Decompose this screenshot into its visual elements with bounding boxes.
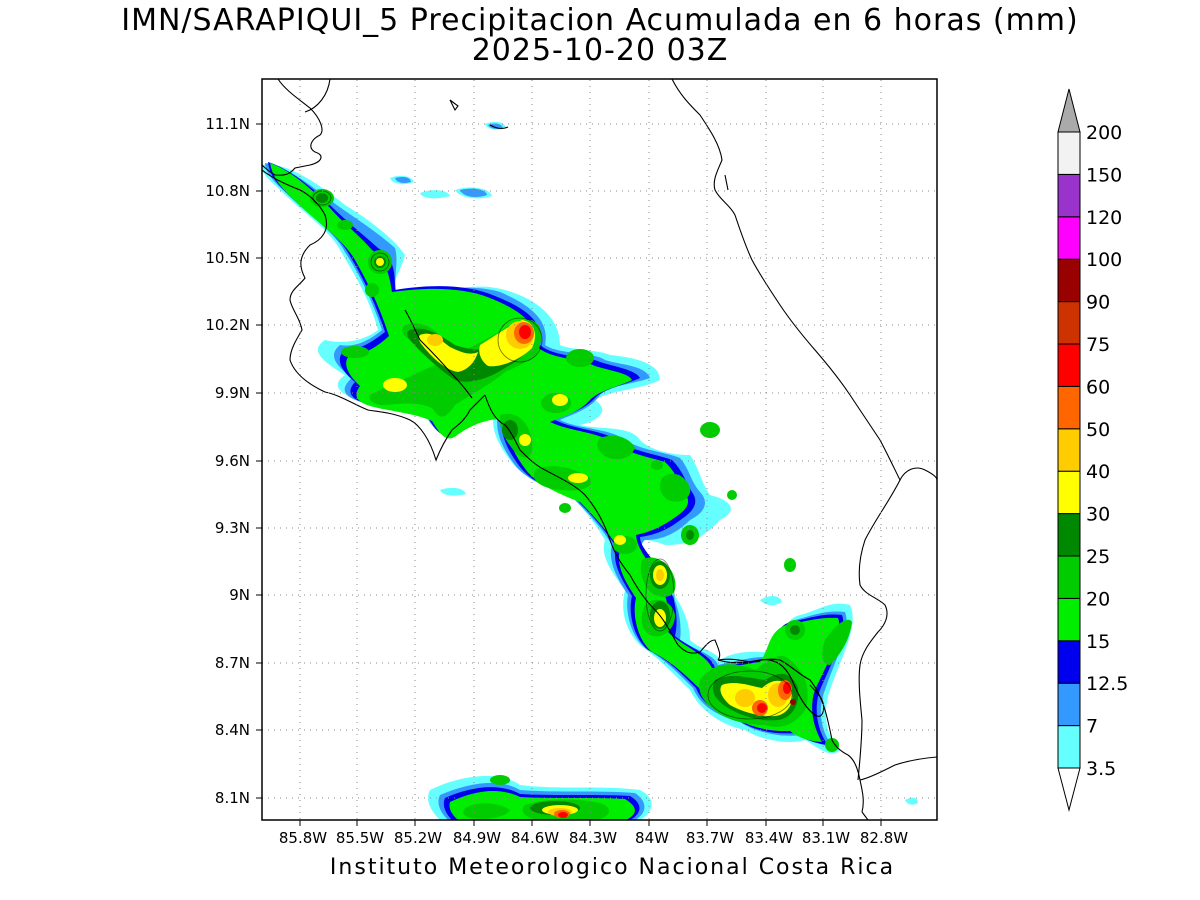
colorbar-swatch bbox=[1057, 725, 1081, 769]
lon-tick-label: 84.3W bbox=[569, 829, 617, 847]
lon-tick-label: 84.6W bbox=[511, 829, 559, 847]
lon-tick-label: 83.1W bbox=[802, 829, 850, 847]
colorbar-swatch bbox=[1057, 470, 1081, 515]
colorbar-swatch bbox=[1057, 258, 1081, 303]
map-title: IMN/SARAPIQUI_5 Precipitacion Acumulada … bbox=[121, 3, 1079, 38]
lon-tick-label: 83.4W bbox=[745, 829, 793, 847]
lat-tick-label: 10.5N bbox=[205, 249, 250, 267]
colorbar-label: 40 bbox=[1086, 461, 1110, 483]
lat-tick-label: 9.3N bbox=[215, 519, 250, 537]
lat-tick-label: 8.4N bbox=[215, 721, 250, 739]
colorbar-label: 20 bbox=[1086, 588, 1110, 610]
colorbar-swatch bbox=[1057, 513, 1081, 557]
colorbar-swatch bbox=[1057, 385, 1081, 430]
institution-credit: Instituto Meteorologico Nacional Costa R… bbox=[329, 855, 896, 880]
colorbar-swatch bbox=[1057, 301, 1081, 345]
colorbar-swatch bbox=[1057, 555, 1081, 599]
map-valid-time: 2025-10-20 03Z bbox=[471, 33, 729, 68]
colorbar-swatch bbox=[1057, 682, 1081, 727]
colorbar-label: 30 bbox=[1086, 504, 1110, 526]
colorbar-label: 90 bbox=[1086, 292, 1110, 314]
lon-tick-label: 82.8W bbox=[860, 829, 908, 847]
lon-tick-label: 85.2W bbox=[394, 829, 442, 847]
colorbar-label: 75 bbox=[1086, 334, 1110, 356]
colorbar-swatch bbox=[1057, 216, 1081, 260]
colorbar-label: 12.5 bbox=[1086, 673, 1128, 695]
colorbar-swatch bbox=[1057, 173, 1081, 218]
lat-axis: 11.1N 10.8N 10.5N 10.2N 9.9N 9.6N 9.3N 9… bbox=[205, 115, 262, 807]
lon-tick-label: 84W bbox=[635, 829, 669, 847]
lat-tick-label: 8.7N bbox=[215, 654, 250, 672]
colorbar-label: 120 bbox=[1086, 207, 1122, 229]
colorbar-label: 100 bbox=[1086, 249, 1122, 271]
colorbar-label: 15 bbox=[1086, 631, 1110, 653]
lon-axis: 85.8W 85.5W 85.2W 84.9W 84.6W 84.3W 84W … bbox=[279, 820, 908, 847]
lat-tick-label: 9.9N bbox=[215, 384, 250, 402]
lat-tick-label: 9.6N bbox=[215, 452, 250, 470]
colorbar-label: 50 bbox=[1086, 419, 1110, 441]
colorbar-label: 7 bbox=[1086, 716, 1098, 738]
colorbar-swatch bbox=[1057, 428, 1081, 472]
lon-tick-label: 83.7W bbox=[686, 829, 734, 847]
colorbar-label: 25 bbox=[1086, 546, 1110, 568]
map-frame bbox=[261, 78, 938, 821]
colorbar-label: 3.5 bbox=[1086, 758, 1116, 780]
lon-tick-label: 84.9W bbox=[453, 829, 501, 847]
lat-tick-label: 10.2N bbox=[205, 316, 250, 334]
coastline-lines bbox=[262, 79, 937, 820]
colorbar-swatch bbox=[1057, 343, 1081, 387]
colorbar-label: 60 bbox=[1086, 376, 1110, 398]
lon-tick-label: 85.5W bbox=[336, 829, 384, 847]
colorbar: 3.5 7 12.5 15 20 25 30 40 50 60 75 90 100 120 150 200 bbox=[1057, 88, 1128, 812]
lat-tick-label: 8.1N bbox=[215, 789, 250, 807]
colorbar-label: 200 bbox=[1086, 122, 1122, 144]
lat-tick-label: 9N bbox=[229, 586, 250, 604]
colorbar-under-triangle bbox=[1057, 767, 1081, 812]
colorbar-label: 150 bbox=[1086, 164, 1122, 186]
colorbar-over-triangle bbox=[1057, 88, 1081, 133]
colorbar-swatch bbox=[1057, 131, 1081, 175]
lat-tick-label: 11.1N bbox=[205, 115, 250, 133]
colorbar-swatch bbox=[1057, 597, 1081, 642]
lat-tick-label: 10.8N bbox=[205, 182, 250, 200]
colorbar-swatch bbox=[1057, 640, 1081, 684]
lon-tick-label: 85.8W bbox=[279, 829, 327, 847]
